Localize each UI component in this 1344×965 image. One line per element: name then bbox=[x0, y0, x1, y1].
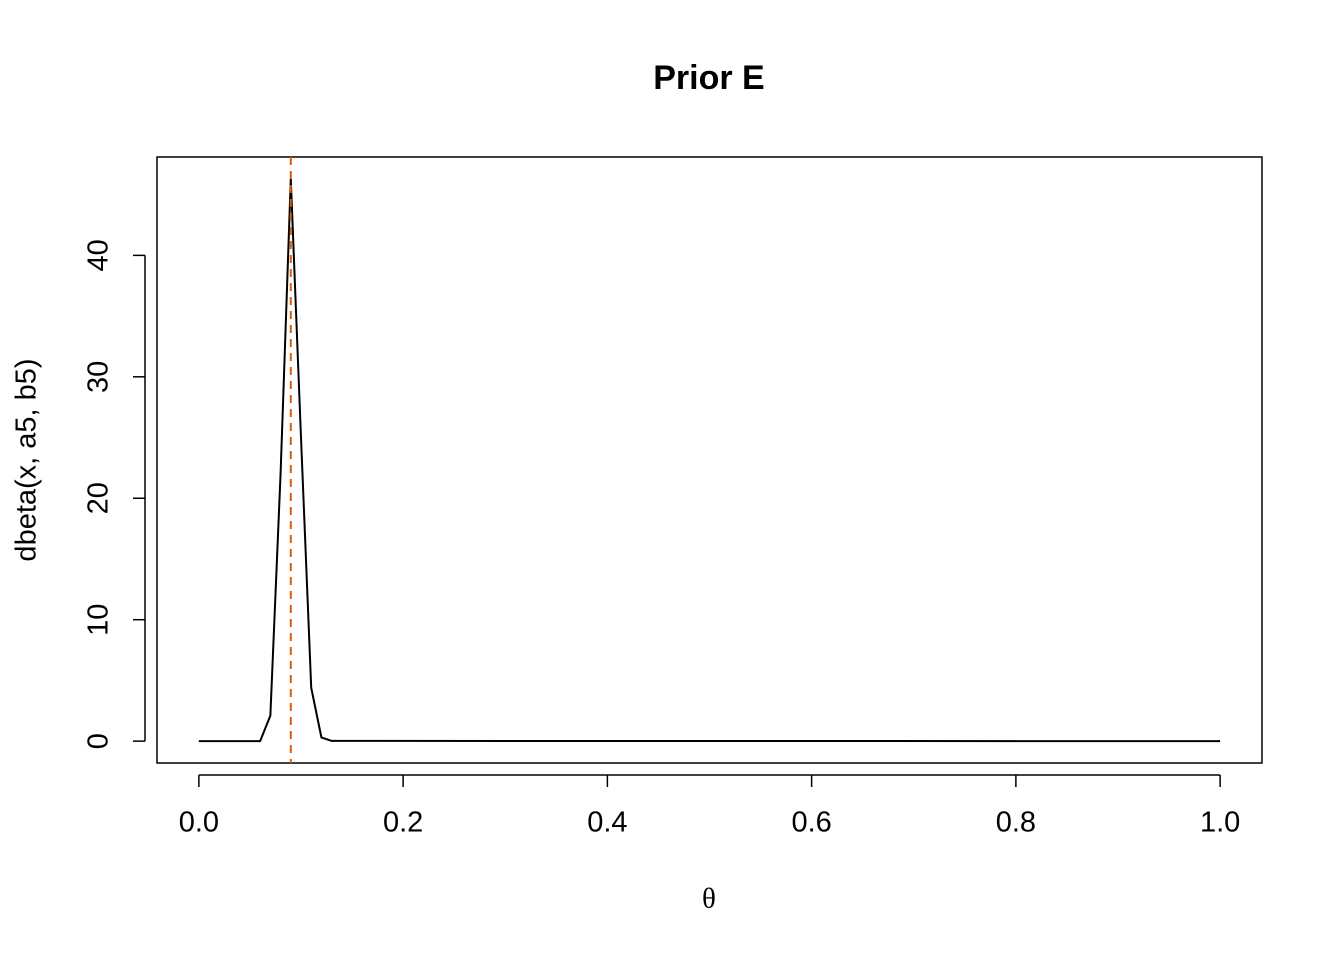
y-axis-label: dbeta(x, a5, b5) bbox=[11, 358, 43, 561]
density-line bbox=[198, 178, 1221, 743]
chart-title: Prior E bbox=[653, 59, 764, 97]
y-tick-label: 20 bbox=[83, 482, 115, 514]
x-tick-label: 1.0 bbox=[1200, 807, 1240, 839]
x-tick-label: 0.4 bbox=[587, 807, 627, 839]
plot-box bbox=[156, 156, 1263, 764]
y-tick-label: 10 bbox=[83, 604, 115, 636]
y-tick-label: 30 bbox=[83, 361, 115, 393]
x-axis-label: θ bbox=[702, 883, 716, 915]
y-tick-label: 40 bbox=[83, 239, 115, 271]
x-tick-label: 0.2 bbox=[383, 807, 423, 839]
y-tick-label: 0 bbox=[83, 733, 115, 749]
x-tick-label: 0.8 bbox=[996, 807, 1036, 839]
x-tick-label: 0.6 bbox=[791, 807, 831, 839]
x-tick-label: 0.0 bbox=[179, 807, 219, 839]
